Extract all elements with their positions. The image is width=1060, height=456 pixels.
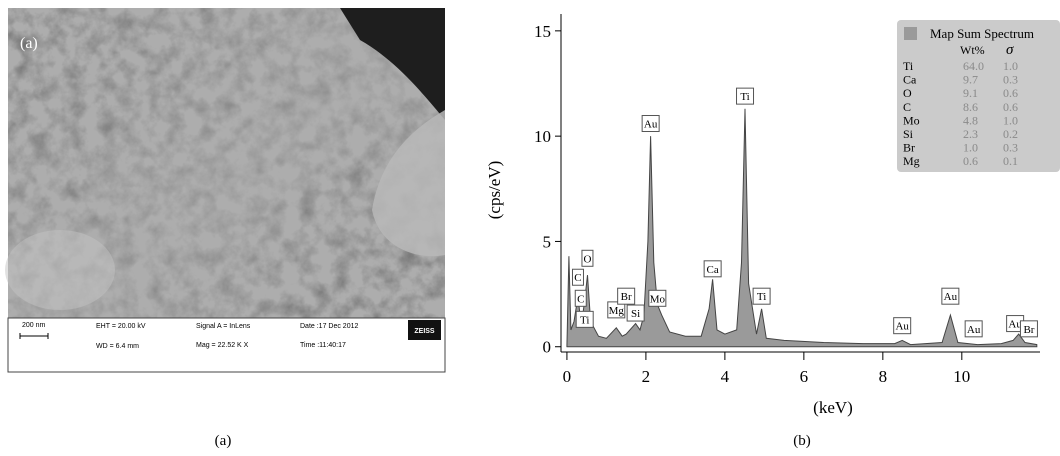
legend-cell: 0.3 <box>1003 73 1018 87</box>
brand: ZEISS <box>414 328 435 335</box>
legend-cell: 2.3 <box>963 127 978 141</box>
legend-column: Wt% <box>960 43 985 57</box>
peak-label: Ti <box>740 91 749 103</box>
legend-cell: 0.1 <box>1003 154 1018 168</box>
x-tick-label: 8 <box>879 367 888 386</box>
info-text: Date :17 Dec 2012 <box>300 323 358 330</box>
x-tick-label: 4 <box>721 367 730 386</box>
peak-label-box <box>893 317 912 335</box>
legend-cell: 1.0 <box>1003 113 1018 127</box>
caption: (a) <box>215 433 232 449</box>
legend-cell: Mg <box>903 154 920 168</box>
peak-label-box <box>1019 320 1038 338</box>
legend-cell: Ti <box>903 59 914 73</box>
info-text: Signal A = InLens <box>196 323 251 330</box>
peak-label: Ca <box>707 264 719 276</box>
legend-cell: 0.2 <box>1003 127 1018 141</box>
legend-cell: O <box>903 86 912 100</box>
brand-box <box>408 320 441 340</box>
peak-label: Ti <box>580 314 589 326</box>
y-tick-label: 0 <box>543 338 552 357</box>
sem-highlight <box>5 230 115 310</box>
legend-cell: 64.0 <box>963 59 984 73</box>
peak-label: Au <box>967 324 981 336</box>
x-tick-label: 2 <box>642 367 651 386</box>
scale-bar <box>19 333 49 339</box>
peak-label: C <box>577 293 584 305</box>
peak-label: Ti <box>757 291 766 303</box>
legend-column: σ <box>1006 42 1014 58</box>
peak-label-box <box>575 310 594 328</box>
sem-shadow <box>340 8 445 120</box>
legend-cell: 0.6 <box>1003 86 1018 100</box>
peak-label: Mo <box>650 293 666 305</box>
legend-cell: Si <box>903 127 914 141</box>
legend-cell: 0.6 <box>963 154 978 168</box>
peak-label: C <box>574 272 581 284</box>
legend-cell: 0.3 <box>1003 141 1018 155</box>
peak-label-box <box>703 260 722 278</box>
peak-label: Si <box>631 308 640 320</box>
y-axis-label: (cps/eV) <box>485 161 504 220</box>
peak-label-box <box>752 287 771 305</box>
peak-label-box <box>964 320 983 338</box>
legend-cell: Ca <box>903 73 917 87</box>
peak-label-box <box>574 289 587 307</box>
legend-box <box>897 20 1060 172</box>
caption: (b) <box>793 433 811 449</box>
legend-cell: 8.6 <box>963 100 978 114</box>
peak-label: Br <box>621 291 632 303</box>
peak-label-box <box>617 287 636 305</box>
sem-image: (a) 200 nm EHT = 20.00 kV WD = 6.4 mm Si… <box>5 8 446 373</box>
legend-swatch <box>904 27 917 40</box>
peak-label-box <box>736 87 755 105</box>
info-text: EHT = 20.00 kV <box>96 323 146 330</box>
y-tick-label: 10 <box>534 127 551 146</box>
legend-cell: 4.8 <box>963 113 978 127</box>
legend-cell: 1.0 <box>963 141 978 155</box>
y-tick-label: 5 <box>543 232 552 251</box>
panel-label: (a) <box>20 35 38 52</box>
x-axis-label: (keV) <box>813 398 853 417</box>
peak-label-box <box>648 289 667 307</box>
legend-cell: 1.0 <box>1003 59 1018 73</box>
peak-label: Mg <box>609 305 625 317</box>
peak-label: Au <box>895 321 909 333</box>
peak-label-box <box>626 304 645 322</box>
legend-title: Map Sum Spectrum <box>930 26 1034 41</box>
legend-cell: 9.7 <box>963 73 978 87</box>
legend-cell: C <box>903 100 911 114</box>
x-tick-label: 6 <box>800 367 809 386</box>
peak-label-box <box>571 268 584 286</box>
y-tick-label: 15 <box>534 22 551 41</box>
legend-cell: Br <box>903 141 915 155</box>
peak-label: Br <box>1023 324 1034 336</box>
legend-cell: 9.1 <box>963 86 978 100</box>
x-tick-label: 0 <box>563 367 572 386</box>
peak-label: O <box>583 253 591 265</box>
peak-label: Au <box>944 291 958 303</box>
info-text: Mag = 22.52 K X <box>196 342 249 349</box>
sem-rock <box>372 110 445 257</box>
peak-label: Au <box>644 119 658 131</box>
legend-cell: Mo <box>903 113 920 127</box>
info-text: Time :11:40:17 <box>300 342 346 349</box>
peak-label-box <box>581 249 594 267</box>
info-bar <box>7 317 446 373</box>
info-text: WD = 6.4 mm <box>96 343 139 350</box>
legend-cell: 0.6 <box>1003 100 1018 114</box>
peak-label-box <box>941 287 960 305</box>
peak-label-box <box>607 301 626 319</box>
peak-label-box <box>641 115 660 133</box>
x-tick-label: 10 <box>953 367 970 386</box>
spectrum-area <box>566 108 1038 348</box>
peak-label: Au <box>1008 319 1022 331</box>
scale-text: 200 nm <box>22 322 46 329</box>
